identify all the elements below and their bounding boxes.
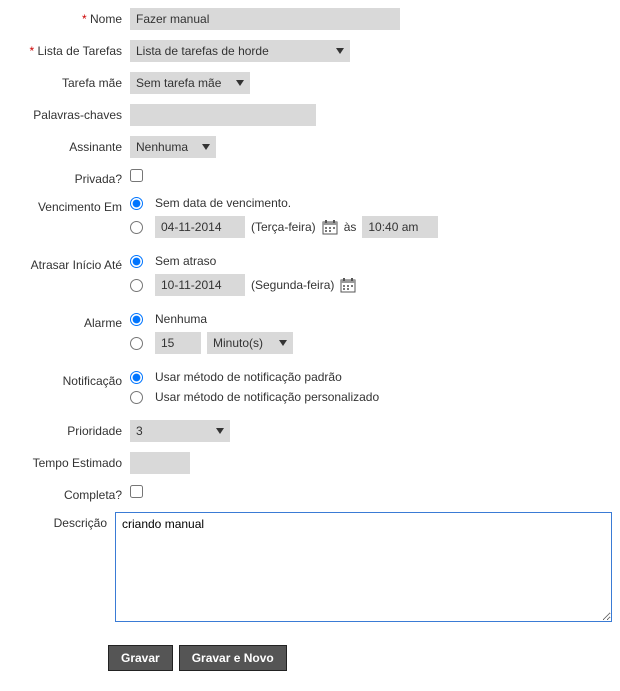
alarm-radio-value[interactable] [130, 337, 143, 350]
label-lista: Lista de Tarefas [0, 40, 130, 58]
alarm-value-input[interactable] [155, 332, 201, 354]
calendar-icon[interactable] [340, 277, 356, 293]
descricao-textarea[interactable] [115, 512, 612, 622]
delay-radio-none[interactable] [130, 255, 143, 268]
tarefa-mae-select[interactable]: Sem tarefa mãe [130, 72, 250, 94]
alarm-none-label: Nenhuma [155, 312, 207, 326]
lista-select[interactable]: Lista de tarefas de horde [130, 40, 350, 62]
label-assinante: Assinante [0, 136, 130, 154]
due-time-input[interactable] [362, 216, 438, 238]
gravar-novo-button[interactable]: Gravar e Novo [179, 645, 287, 671]
label-descricao: Descrição [0, 512, 115, 530]
tempo-input[interactable] [130, 452, 190, 474]
label-tempo: Tempo Estimado [0, 452, 130, 470]
gravar-button[interactable]: Gravar [108, 645, 173, 671]
notif-custom-label: Usar método de notificação personalizado [155, 390, 379, 404]
notif-radio-default[interactable] [130, 371, 143, 384]
due-at-label: às [344, 220, 357, 234]
label-nome: Nome [0, 8, 130, 26]
label-privada: Privada? [0, 168, 130, 186]
delay-radio-date[interactable] [130, 279, 143, 292]
due-weekday: (Terça-feira) [251, 220, 316, 234]
label-prioridade: Prioridade [0, 420, 130, 438]
delay-weekday: (Segunda-feira) [251, 278, 334, 292]
due-date-input[interactable] [155, 216, 245, 238]
label-vencimento: Vencimento Em [0, 196, 130, 214]
label-notificacao: Notificação [0, 370, 130, 388]
due-radio-date[interactable] [130, 221, 143, 234]
notif-radio-custom[interactable] [130, 391, 143, 404]
label-atrasar: Atrasar Início Até [0, 254, 130, 272]
due-radio-none[interactable] [130, 197, 143, 210]
privada-checkbox[interactable] [130, 169, 143, 182]
notif-default-label: Usar método de notificação padrão [155, 370, 342, 384]
label-palavras: Palavras-chaves [0, 104, 130, 122]
completa-checkbox[interactable] [130, 485, 143, 498]
label-completa: Completa? [0, 484, 130, 502]
palavras-input[interactable] [130, 104, 316, 126]
alarm-radio-none[interactable] [130, 313, 143, 326]
delay-none-label: Sem atraso [155, 254, 216, 268]
due-none-label: Sem data de vencimento. [155, 196, 291, 210]
delay-date-input[interactable] [155, 274, 245, 296]
calendar-icon[interactable] [322, 219, 338, 235]
prioridade-select[interactable]: 3 [130, 420, 230, 442]
assinante-select[interactable]: Nenhuma [130, 136, 216, 158]
alarm-unit-select[interactable]: Minuto(s) [207, 332, 293, 354]
label-tarefa-mae: Tarefa mãe [0, 72, 130, 90]
label-alarme: Alarme [0, 312, 130, 330]
nome-input[interactable] [130, 8, 400, 30]
